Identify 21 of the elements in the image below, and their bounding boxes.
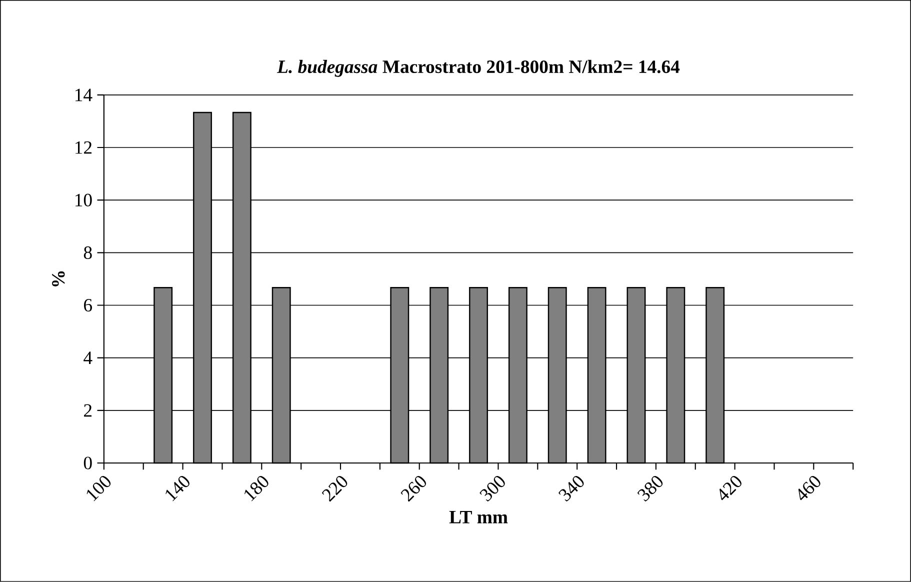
x-tick-label: 340: [558, 476, 584, 502]
y-tick-label: 12: [76, 141, 92, 154]
x-tick-label: 300: [480, 476, 505, 502]
x-tick-label: 100: [86, 476, 111, 502]
x-tick-label: 140: [166, 476, 190, 502]
x-tick-label: 260: [400, 476, 426, 502]
x-tick-label: 460: [798, 476, 820, 500]
x-tick-label: 420: [720, 476, 742, 500]
y-tick-label: 10: [76, 194, 92, 206]
y-tick-label: 2: [84, 404, 92, 417]
x-axis-title: LT mm: [449, 511, 508, 524]
y-axis-title: %: [52, 271, 65, 286]
y-tick-label: 4: [84, 352, 92, 364]
y-tick-label: 14: [76, 88, 92, 102]
chart-title: L. budegassa Macrostrato 201-800m N/km2= 14.64: [276, 60, 680, 77]
x-tick-label: 180: [244, 476, 268, 502]
y-tick-label: 6: [84, 299, 92, 312]
y-tick-label: 8: [84, 246, 92, 259]
x-tick-label: 220: [322, 476, 348, 502]
y-tick-label: 0: [84, 456, 92, 470]
x-tick-label: 380: [637, 476, 663, 502]
